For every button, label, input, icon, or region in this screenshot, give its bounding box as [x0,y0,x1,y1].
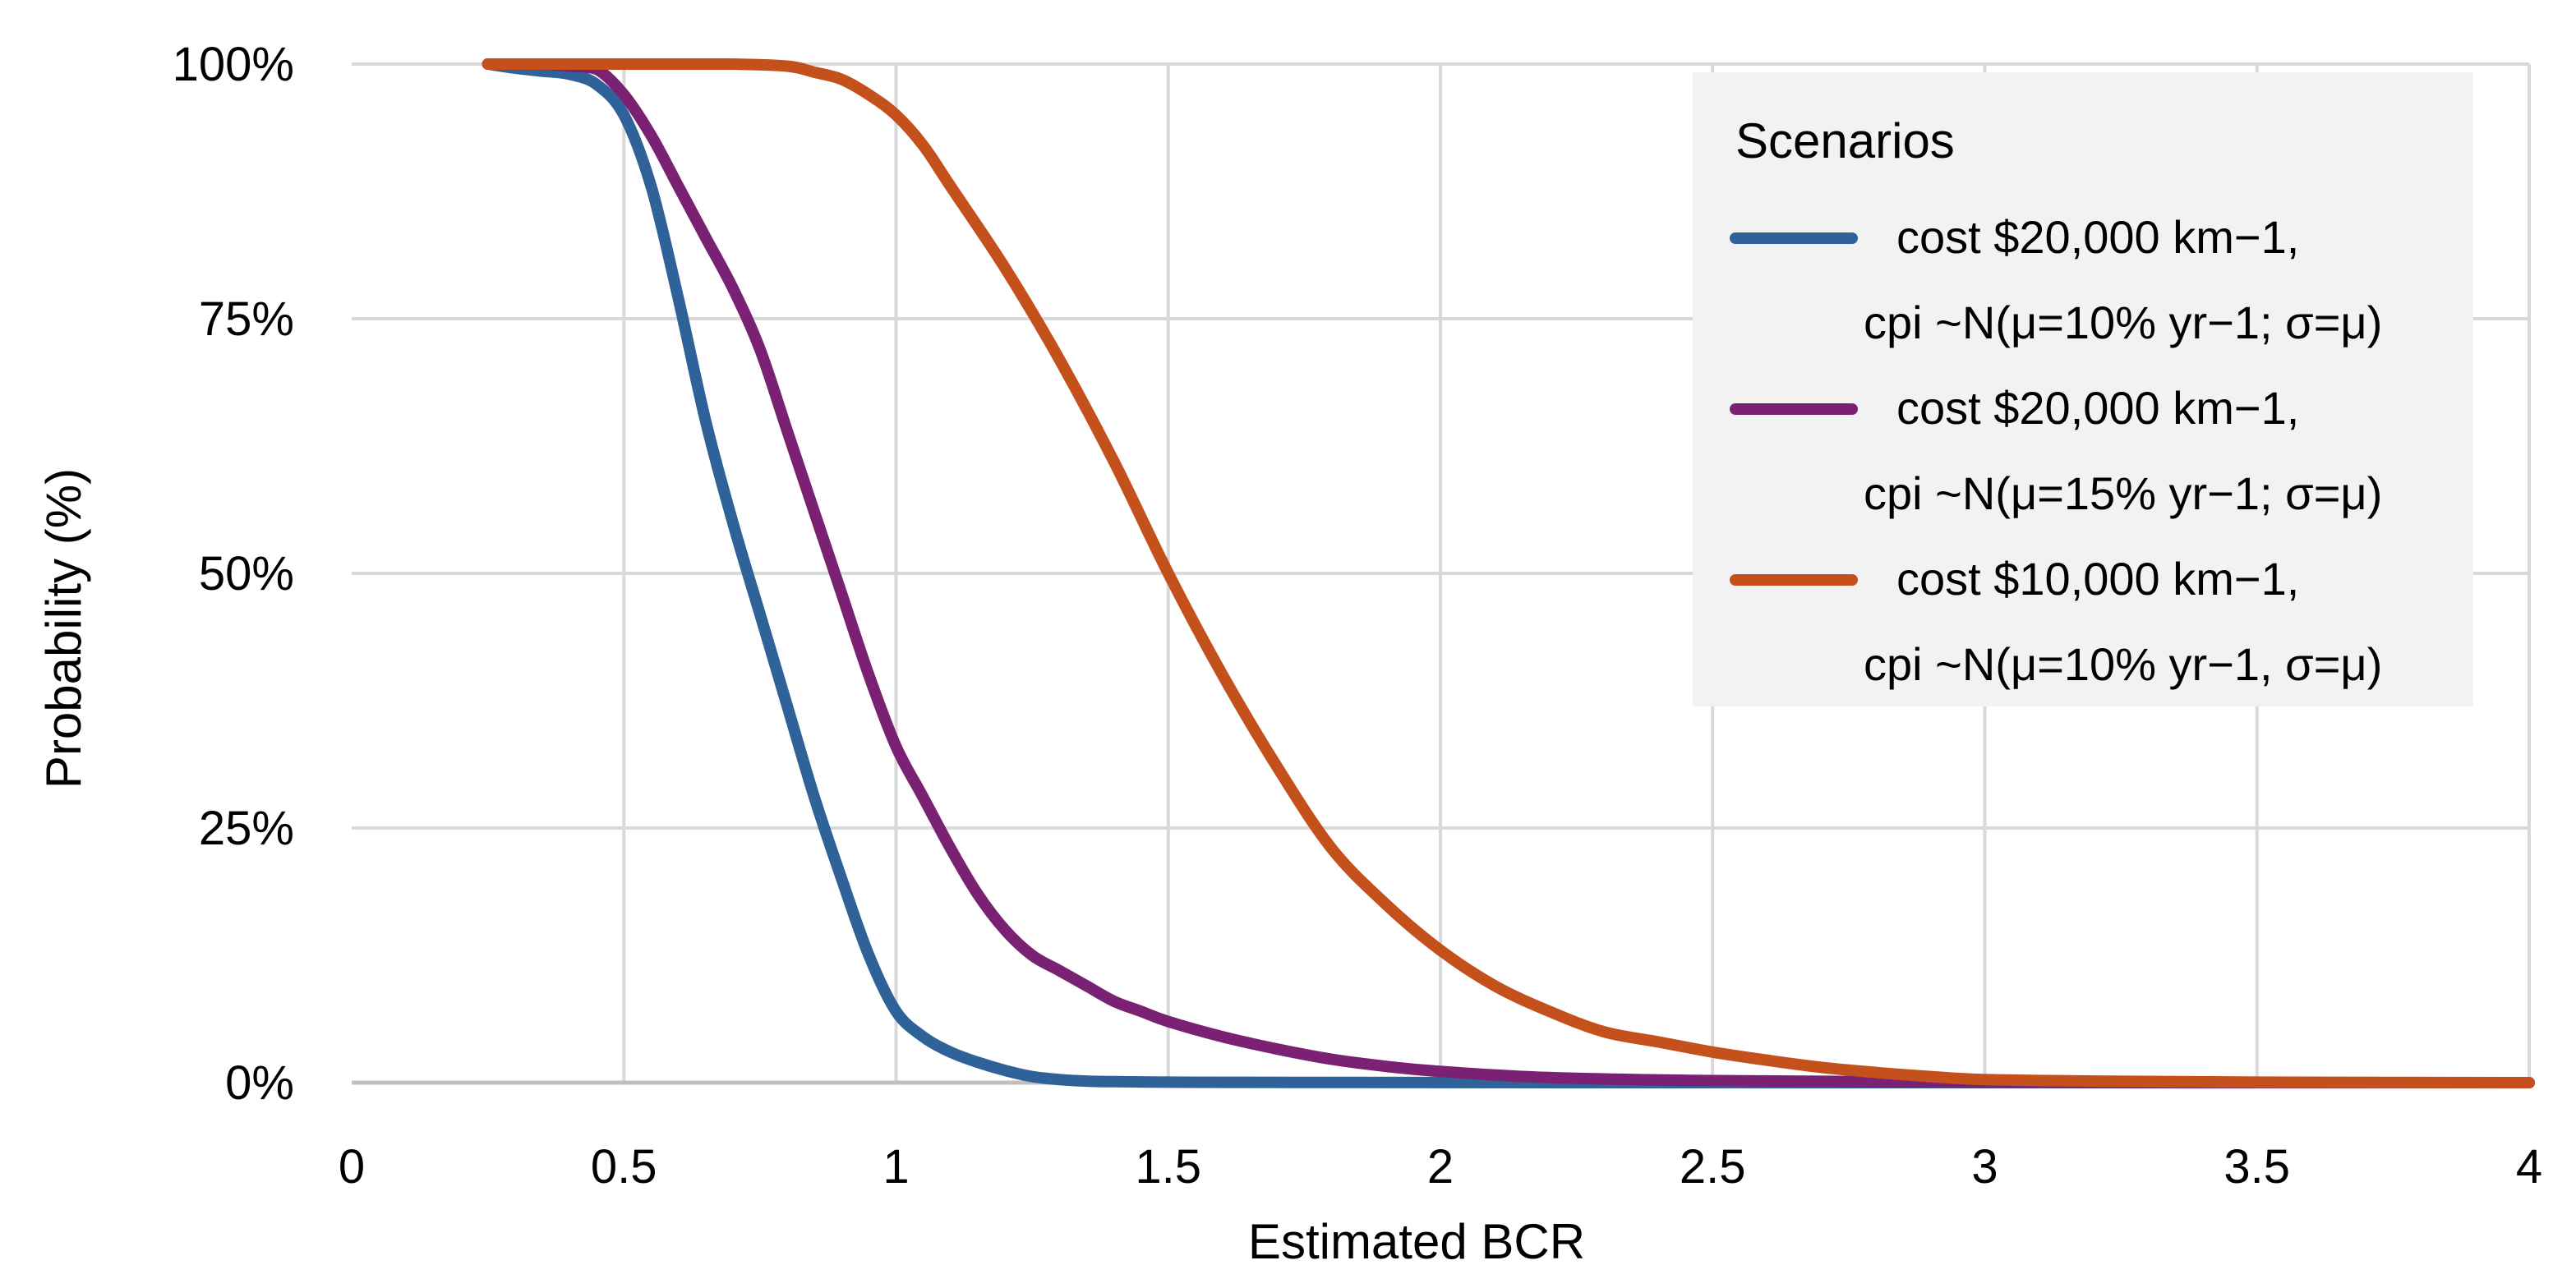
x-tick-label: 0.5 [591,1140,657,1194]
y-tick-label: 25% [199,802,294,855]
y-axis-title: Probability (%) [36,468,91,789]
x-tick-label: 0 [339,1140,365,1194]
y-tick-label: 75% [199,292,294,346]
series-line-2 [482,58,2535,1089]
legend-label-line1: cost $20,000 km−1, [1896,382,2299,434]
legend-label-line2: cpi ~N(μ=10% yr−1; σ=μ) [1864,297,2382,348]
x-tick-label: 2.5 [1680,1140,1746,1194]
legend-label-line1: cost $20,000 km−1, [1896,211,2299,263]
x-tick-label: 2 [1427,1140,1454,1194]
y-tick-label: 0% [225,1056,294,1110]
series-line-3 [482,58,2535,1088]
legend-label-line2: cpi ~N(μ=10% yr−1, σ=μ) [1864,638,2382,690]
x-tick-label: 1.5 [1135,1140,1201,1194]
x-tick-label: 1 [882,1140,909,1194]
x-tick-label: 4 [2516,1140,2542,1194]
x-tick-label: 3.5 [2223,1140,2290,1194]
tick-labels: 0 0.5 1 1.5 2 2.5 3 3.5 4 0% 25% 50% 75% 100% [173,38,2542,1194]
legend-title: Scenarios [1735,113,1955,168]
series-lines [482,58,2535,1089]
x-tick-label: 3 [1971,1140,1998,1194]
legend-items: cost $20,000 km−1, cpi ~N(μ=10% yr−1; σ=μ… [1730,211,2382,690]
y-tick-label: 100% [173,38,294,91]
legend-background [1693,72,2473,706]
legend-label-line1: cost $10,000 km−1, [1896,553,2299,605]
legend: Scenarios cost $20,000 km−1, cpi ~N(μ=10%… [1693,72,2473,706]
y-tick-label: 50% [199,547,294,600]
legend-label-line2: cpi ~N(μ=15% yr−1; σ=μ) [1864,467,2382,519]
x-axis-title: Estimated BCR [1248,1214,1585,1269]
